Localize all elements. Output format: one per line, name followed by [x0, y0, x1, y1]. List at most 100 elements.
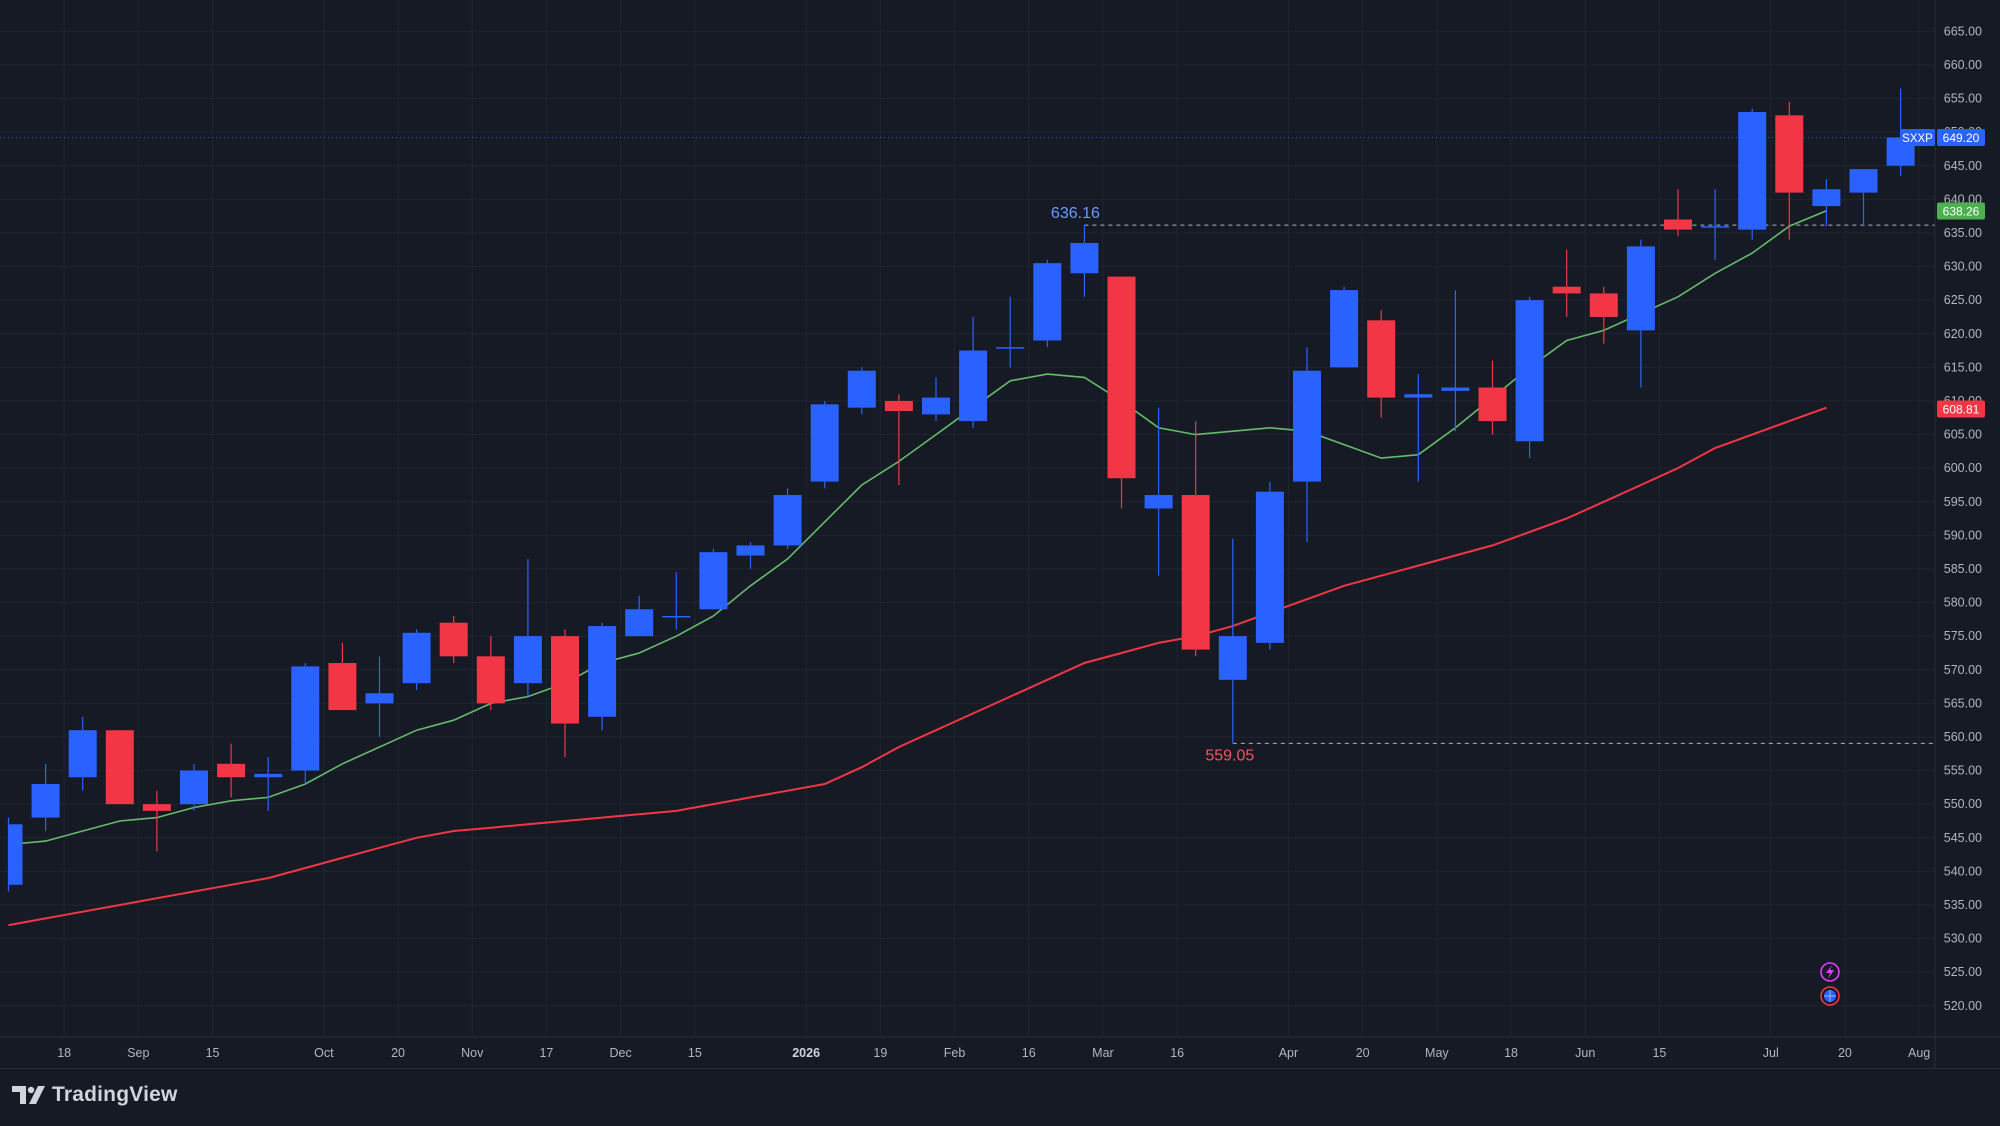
candle[interactable]: [551, 629, 579, 758]
candle[interactable]: [662, 572, 691, 630]
candle[interactable]: [922, 377, 950, 422]
candle-body: [513, 636, 542, 684]
candle[interactable]: [1849, 169, 1878, 227]
y-tick-label: 645.00: [1944, 159, 1982, 173]
candle[interactable]: [1552, 249, 1581, 317]
candle[interactable]: [1664, 189, 1692, 237]
y-tick-label: 560.00: [1944, 730, 1982, 744]
candle[interactable]: [402, 629, 431, 690]
x-tick-label: 19: [873, 1046, 887, 1060]
candle[interactable]: [736, 542, 765, 569]
candle[interactable]: [1033, 259, 1062, 348]
candle[interactable]: [476, 636, 505, 711]
candle[interactable]: [68, 716, 97, 791]
candle[interactable]: [1070, 225, 1099, 297]
chart-background: [0, 0, 2000, 1068]
candle[interactable]: [773, 488, 802, 549]
x-tick-label: Aug: [1908, 1046, 1930, 1060]
y-tick-label: 630.00: [1944, 260, 1982, 274]
candle[interactable]: [7, 817, 23, 892]
price-chart[interactable]: 636.16 559.05 520.00 525.00 530.00 535.00 540…: [0, 0, 2000, 1068]
symbol-tag: SXXP: [1902, 133, 1933, 145]
x-tick-label: 20: [1838, 1046, 1852, 1060]
candle-body: [180, 770, 208, 805]
y-tick-label: 525.00: [1944, 965, 1982, 979]
candle[interactable]: [1367, 310, 1396, 418]
y-tick-label: 660.00: [1944, 58, 1982, 72]
candle[interactable]: [959, 316, 988, 428]
x-tick-label: 15: [688, 1046, 702, 1060]
candle[interactable]: [328, 642, 357, 711]
candle[interactable]: [1441, 290, 1470, 432]
x-tick-label: Sep: [127, 1046, 149, 1060]
candle[interactable]: [884, 394, 913, 485]
candle[interactable]: [142, 790, 171, 852]
candle[interactable]: [180, 763, 208, 811]
candle[interactable]: [365, 656, 394, 737]
y-tick-label: 615.00: [1944, 360, 1982, 374]
time-axis[interactable]: 18 Sep 15 Oct 20 Nov 17 Dec 15 2026 19 Feb 16 Mar 16 Ap…: [57, 1046, 1930, 1060]
x-tick-label: Dec: [610, 1046, 632, 1060]
candle[interactable]: [217, 743, 246, 798]
candle-body: [31, 783, 60, 818]
candle[interactable]: [1293, 347, 1321, 543]
y-tick-label: 580.00: [1944, 596, 1982, 610]
candle-body: [1515, 300, 1544, 442]
candle[interactable]: [1589, 286, 1618, 344]
candle-body: [1367, 320, 1396, 398]
x-tick-label: 18: [1504, 1046, 1518, 1060]
x-tick-label: Apr: [1279, 1046, 1298, 1060]
candle-body: [699, 552, 728, 610]
candle-body: [1330, 290, 1359, 368]
tradingview-wordmark: TradingView: [52, 1083, 178, 1106]
chart-svg[interactable]: 636.16 559.05 520.00 525.00 530.00 535.00 540…: [0, 0, 2000, 1068]
globe-icon[interactable]: [1820, 986, 1840, 1006]
candle[interactable]: [1738, 108, 1767, 240]
candle[interactable]: [1626, 239, 1655, 388]
candle[interactable]: [1107, 276, 1136, 509]
candle[interactable]: [996, 296, 1025, 368]
candle[interactable]: [1255, 481, 1284, 650]
candle[interactable]: [1404, 374, 1433, 482]
candle-body: [1701, 226, 1730, 228]
candle-body: [551, 636, 579, 724]
tradingview-logo[interactable]: TradingView: [12, 1083, 178, 1107]
candle[interactable]: [291, 663, 320, 784]
candle[interactable]: [1478, 360, 1507, 435]
candle[interactable]: [105, 730, 134, 805]
candle-body: [959, 350, 988, 422]
candle[interactable]: [1775, 101, 1804, 240]
candles[interactable]: [7, 88, 1915, 892]
candle[interactable]: [439, 615, 468, 664]
candle-body: [1775, 115, 1804, 193]
candle-body: [1255, 491, 1284, 643]
candle[interactable]: [513, 558, 542, 697]
candle[interactable]: [699, 548, 728, 610]
y-tick-label: 520.00: [1944, 999, 1982, 1013]
candle[interactable]: [1330, 286, 1359, 368]
candle-body: [1849, 169, 1878, 193]
y-tick-label: 595.00: [1944, 495, 1982, 509]
candle[interactable]: [1144, 407, 1173, 576]
price-axis[interactable]: 520.00 525.00 530.00 535.00 540.00 545.00 550.…: [1944, 24, 1982, 1012]
candle-body: [1033, 263, 1062, 341]
lightning-icon[interactable]: [1820, 962, 1840, 982]
y-tick-label: 575.00: [1944, 629, 1982, 643]
y-tick-label: 535.00: [1944, 898, 1982, 912]
candle[interactable]: [810, 400, 839, 489]
candle[interactable]: [1218, 538, 1247, 744]
candle-body: [1404, 394, 1433, 398]
candle[interactable]: [254, 757, 283, 811]
y-tick-label: 620.00: [1944, 327, 1982, 341]
x-tick-label: 17: [539, 1046, 553, 1060]
candle[interactable]: [625, 595, 654, 637]
candle-body: [736, 545, 765, 556]
candle[interactable]: [1181, 421, 1210, 657]
candle[interactable]: [31, 763, 60, 832]
candle[interactable]: [1701, 189, 1730, 260]
x-tick-label: 16: [1170, 1046, 1184, 1060]
candle[interactable]: [1812, 179, 1841, 227]
candle[interactable]: [847, 367, 876, 415]
candle[interactable]: [1515, 296, 1544, 459]
candle[interactable]: [588, 622, 617, 731]
